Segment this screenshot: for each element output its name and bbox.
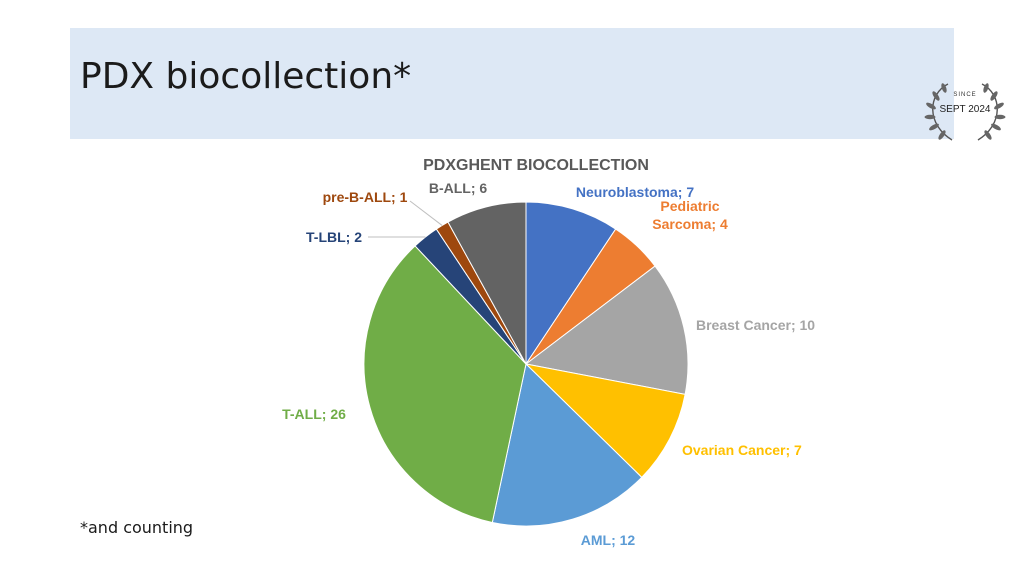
data-label-neuroblastoma: Neuroblastoma; 7 <box>576 184 694 200</box>
footnote: *and counting <box>80 518 194 537</box>
data-label-pediatric-sarcoma: Pediatric Sarcoma; 4 <box>652 198 728 232</box>
leader-lines <box>367 200 443 238</box>
data-label-t-all: T-ALL; 26 <box>282 406 346 422</box>
pie-slice-b-all <box>447 201 527 365</box>
pie-slice-t-all <box>363 245 527 524</box>
pie-slice-aml <box>491 363 643 527</box>
title-band: PDX biocollection* SINCE <box>70 28 1006 141</box>
pie-slice-breast-cancer <box>524 265 689 395</box>
data-label-b-all: B-ALL; 6 <box>429 180 488 196</box>
since-badge: SINCE SEPT 2024 <box>918 76 1012 148</box>
pie-slice-neuroblastoma <box>525 201 617 366</box>
pie-slices <box>363 201 689 527</box>
data-label-aml: AML; 12 <box>581 532 636 548</box>
chart-title: PDXGHENT BIOCOLLECTION <box>423 157 649 174</box>
slide-title: PDX biocollection* <box>80 56 412 97</box>
data-label-ovarian-cancer: Ovarian Cancer; 7 <box>682 442 802 458</box>
pie-chart: PDXGHENT BIOCOLLECTION Neuroblastoma; 7P… <box>282 157 815 548</box>
data-label-t-lbl: T-LBL; 2 <box>306 229 362 245</box>
badge-since-text: SINCE <box>953 92 977 98</box>
leader-line-pre-b-all <box>409 200 443 226</box>
pie-slice-ovarian-cancer <box>524 363 686 479</box>
data-label-breast-cancer: Breast Cancer; 10 <box>696 317 815 333</box>
badge-date-text: SEPT 2024 <box>939 104 991 115</box>
data-label-pre-b-all: pre-B-ALL; 1 <box>323 189 408 205</box>
laurel-wreath-icon <box>924 83 1006 141</box>
